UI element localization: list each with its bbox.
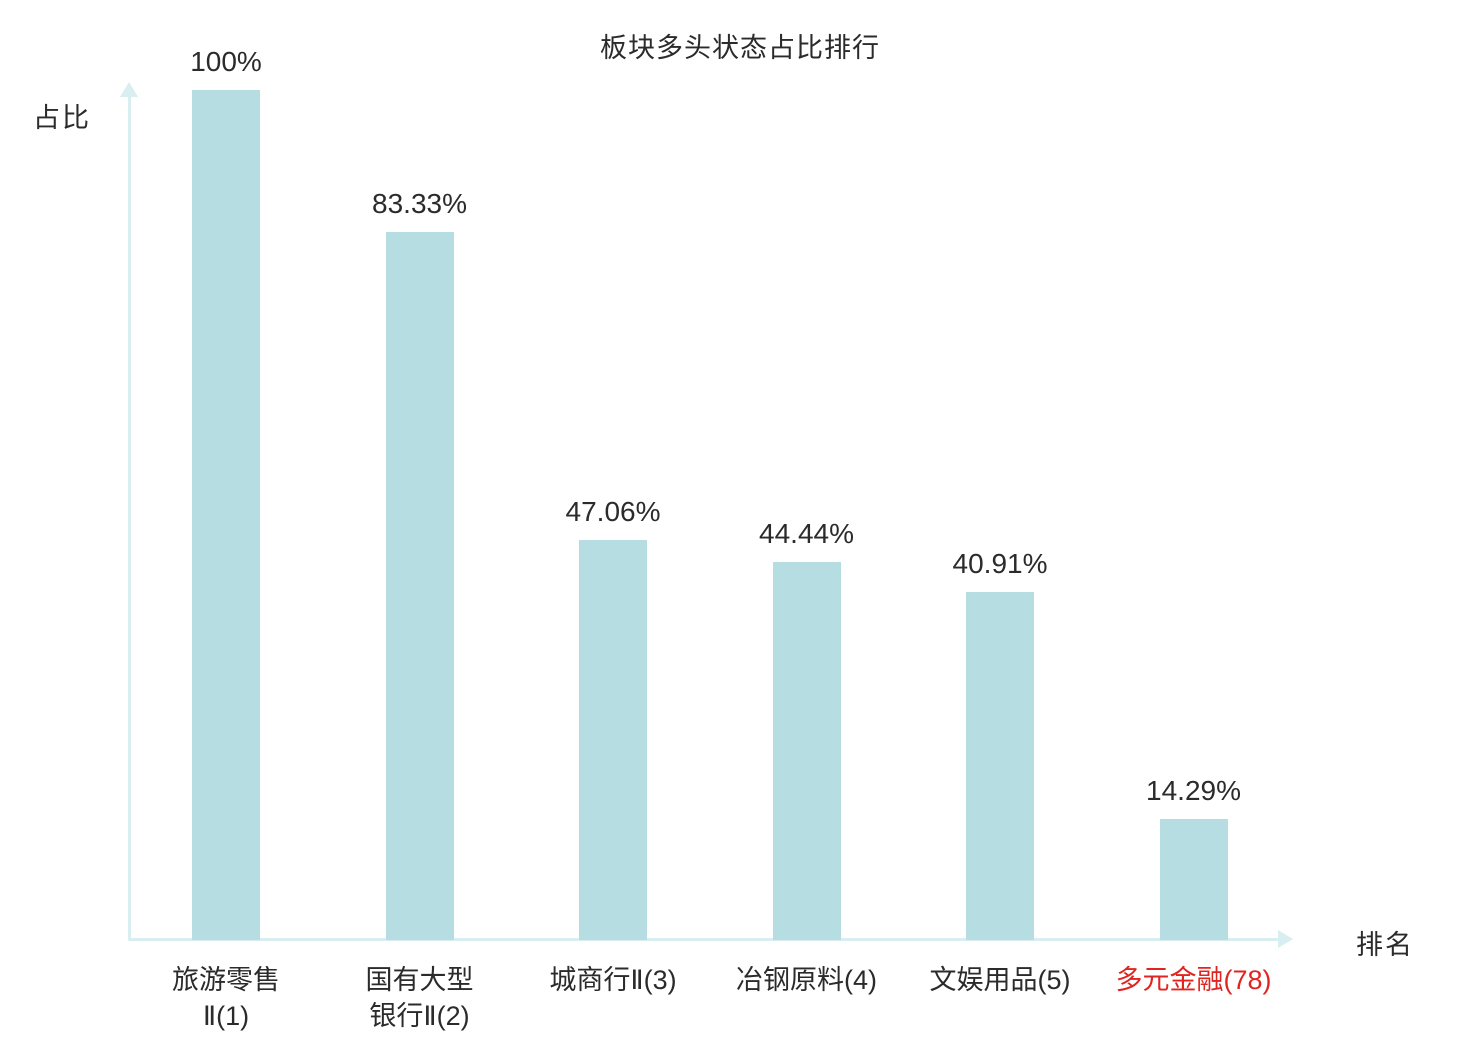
bar-category-label: 冶钢原料(4) bbox=[736, 965, 877, 995]
bar-category-label: 国有大型 银行Ⅱ(2) bbox=[365, 965, 474, 1031]
bar-value-label: 83.33% bbox=[372, 188, 467, 219]
y-axis-arrow-icon bbox=[120, 82, 138, 97]
x-axis-label: 排名 bbox=[1356, 930, 1414, 960]
bar-value-label: 44.44% bbox=[759, 518, 854, 549]
x-axis-arrow-icon bbox=[1278, 930, 1293, 948]
bar bbox=[192, 90, 260, 940]
bar-value-label: 14.29% bbox=[1146, 775, 1241, 806]
bar-value-label: 40.91% bbox=[952, 548, 1048, 579]
x-axis bbox=[128, 938, 1280, 941]
bar bbox=[772, 562, 841, 940]
bar bbox=[1159, 819, 1228, 940]
bar-value-label: 47.06% bbox=[565, 496, 661, 527]
bar-category-label: 文娱用品(5) bbox=[929, 965, 1071, 995]
bar bbox=[579, 540, 647, 940]
y-axis-label: 占比 bbox=[33, 103, 91, 133]
bar bbox=[966, 592, 1034, 940]
bar bbox=[385, 232, 454, 940]
bar-value-label: 100% bbox=[190, 46, 262, 77]
bar-category-label: 旅游零售 Ⅱ(1) bbox=[172, 965, 280, 1031]
bar-category-label: 多元金融(78) bbox=[1115, 965, 1272, 995]
bar-category-label: 城商行Ⅱ(3) bbox=[549, 965, 677, 995]
y-axis bbox=[128, 96, 131, 940]
chart-title: 板块多头状态占比排行 bbox=[600, 33, 880, 63]
